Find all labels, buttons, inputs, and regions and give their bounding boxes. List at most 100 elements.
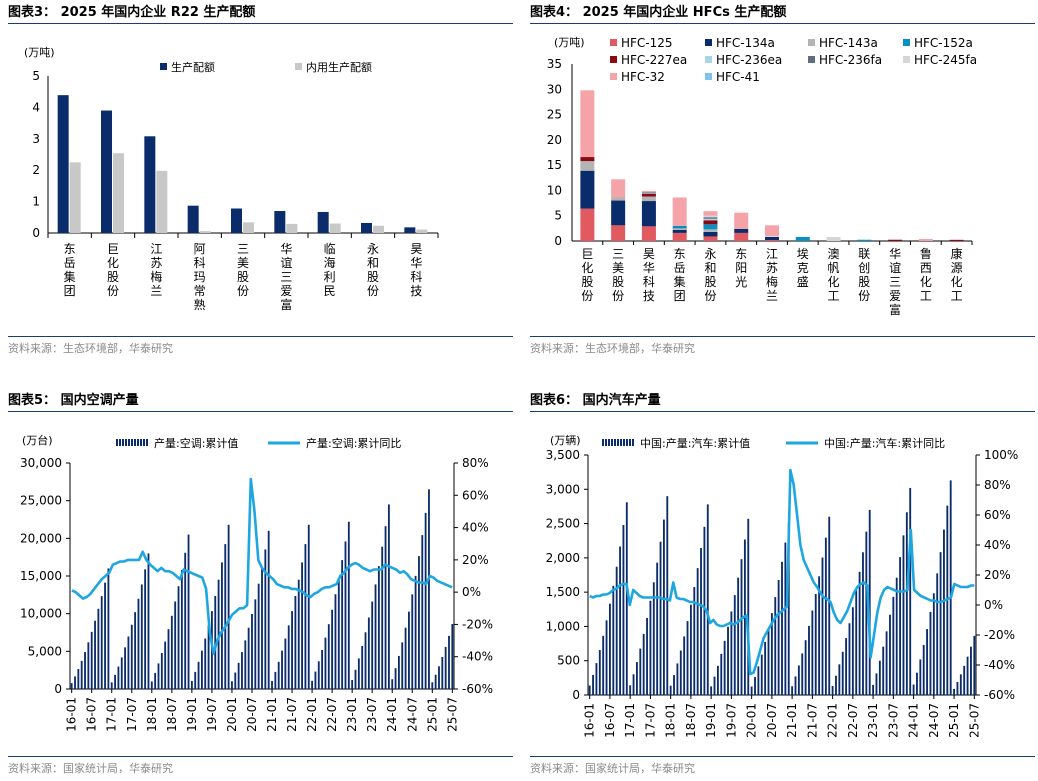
- x-category-label-char: 集: [64, 269, 76, 284]
- bar-生产配额: [187, 205, 199, 233]
- bar-cumulative: [444, 646, 447, 689]
- stack-segment-HFC-134a: [580, 170, 595, 209]
- y-tick-label: 10,000: [20, 607, 62, 621]
- stack-segment-HFC-134a: [765, 236, 779, 240]
- bar-cumulative: [301, 562, 303, 689]
- y-axis-unit: (万吨): [24, 46, 55, 59]
- bar-cumulative: [595, 663, 598, 695]
- stack-segment-HFC-236ea: [641, 193, 656, 194]
- bar-cumulative: [140, 584, 143, 689]
- x-tick-label: 16-07: [603, 703, 617, 738]
- legend-label: HFC-152a: [914, 36, 973, 50]
- stack-segment-HFC-125: [641, 226, 656, 241]
- x-category-label-char: 和: [367, 256, 379, 270]
- stack-segment-HFC-125: [703, 236, 718, 241]
- x-category-label-char: 化: [920, 275, 932, 289]
- x-category-label-char: 份: [704, 289, 716, 303]
- bar-cumulative: [404, 627, 407, 689]
- x-category-label-char: 化: [951, 275, 963, 289]
- x-category-label-char: 常: [194, 284, 206, 298]
- bar-cumulative: [943, 529, 945, 695]
- legend-swatch: [705, 56, 712, 63]
- chart-source: 资料来源：生态环境部，华泰研究: [530, 336, 1035, 356]
- x-category-label-char: 兰: [766, 289, 778, 303]
- stack-segment-HFC-152a: [795, 236, 810, 241]
- bar-cumulative: [831, 685, 834, 695]
- y2-tick-label: -40%: [462, 650, 493, 664]
- x-category-label-char: 利: [324, 270, 336, 284]
- bar-cumulative: [713, 676, 716, 695]
- bar-cumulative: [814, 593, 817, 695]
- x-category-label-char: 科: [643, 275, 655, 289]
- bar-cumulative: [737, 577, 740, 695]
- bar-cumulative: [723, 640, 726, 695]
- bar-cumulative: [307, 524, 310, 689]
- bar-cumulative: [381, 546, 384, 689]
- legend-label: HFC-245fa: [914, 53, 977, 67]
- bar-cumulative: [875, 673, 878, 695]
- x-category-label-char: 工: [951, 289, 963, 303]
- legend-swatch: [705, 39, 712, 46]
- x-category-label-char: 股: [581, 275, 593, 289]
- bar-cumulative: [710, 686, 713, 695]
- stack-segment-HFC-32: [949, 239, 964, 240]
- stack-segment-HFC-143a: [703, 229, 718, 232]
- x-tick-label: 24-07: [927, 703, 941, 738]
- x-category-label-char: 联: [858, 247, 870, 261]
- x-category-label-char: 阳: [735, 261, 747, 275]
- x-category-label-char: 梅: [150, 269, 162, 284]
- stack-segment-HFC-143a: [580, 161, 595, 171]
- bar-cumulative: [304, 544, 307, 689]
- legend-swatch-bar: [116, 439, 148, 446]
- bar-cumulative: [821, 557, 824, 695]
- x-category-label-char: 巨: [107, 242, 119, 256]
- bar-cumulative: [733, 595, 736, 695]
- bar-cumulative: [214, 595, 217, 689]
- legend-label: 产量:空调:累计值: [154, 436, 238, 450]
- y-tick-label: 2: [32, 163, 40, 177]
- x-category-label-char: 团: [64, 284, 76, 298]
- x-tick-label: 23-01: [345, 697, 359, 732]
- stack-segment-HFC-32: [672, 197, 687, 226]
- bar-生产配额: [231, 208, 242, 233]
- bar-cumulative: [428, 489, 430, 689]
- stack-segment-HFC-236fa: [703, 217, 718, 219]
- chart-aircon-svg: (万台) 0 5,000 10,000 15,000 20,000 25,000 30,000…: [20, 433, 493, 732]
- bar-cumulative: [408, 611, 410, 689]
- bar-cumulative: [747, 518, 750, 695]
- stack-segment-HFC-245fa: [826, 236, 841, 241]
- x-tick-label: 22-07: [325, 697, 339, 732]
- x-tick-label: 18-07: [165, 697, 179, 732]
- bar-cumulative: [939, 552, 942, 695]
- bar-cumulative: [605, 620, 608, 695]
- y-tick-label: 15: [547, 158, 562, 172]
- bar-cumulative: [124, 647, 127, 689]
- x-category-label-char: 康: [951, 246, 963, 261]
- bar-cumulative: [401, 642, 404, 689]
- bar-cumulative: [94, 620, 96, 689]
- stack-segment-HFC-32: [765, 225, 779, 236]
- bar-cumulative: [740, 559, 743, 695]
- x-category-label-char: 苏: [150, 256, 162, 270]
- bar-cumulative: [331, 609, 334, 689]
- y-tick-label: 25: [547, 108, 562, 122]
- x-tick-label: 16-01: [65, 697, 79, 732]
- bar-cumulative: [652, 582, 655, 695]
- bar-cumulative: [114, 674, 116, 689]
- bar-cumulative: [217, 579, 220, 689]
- chart-auto-svg: (万辆) 0 500 1,000 1,500 2,000 2,500 3,000 3,500 -6…: [546, 433, 1019, 738]
- bar-cumulative: [77, 669, 80, 689]
- legend-label: HFC-236ea: [716, 53, 782, 67]
- x-tick-label: 21-07: [285, 697, 299, 732]
- bar-cumulative: [354, 669, 357, 689]
- x-category-label-char: 美: [237, 256, 249, 270]
- bar-cumulative: [750, 686, 753, 695]
- bar-cumulative: [639, 648, 642, 695]
- bar-内用生产配额: [416, 229, 428, 233]
- x-tick-label: 17-07: [643, 703, 657, 738]
- bar-cumulative: [391, 679, 394, 689]
- stack-segment-HFC-32: [918, 238, 933, 241]
- bar-cumulative: [835, 675, 837, 695]
- stack-segment-HFC-143a: [611, 197, 626, 201]
- bar-cumulative: [970, 646, 972, 695]
